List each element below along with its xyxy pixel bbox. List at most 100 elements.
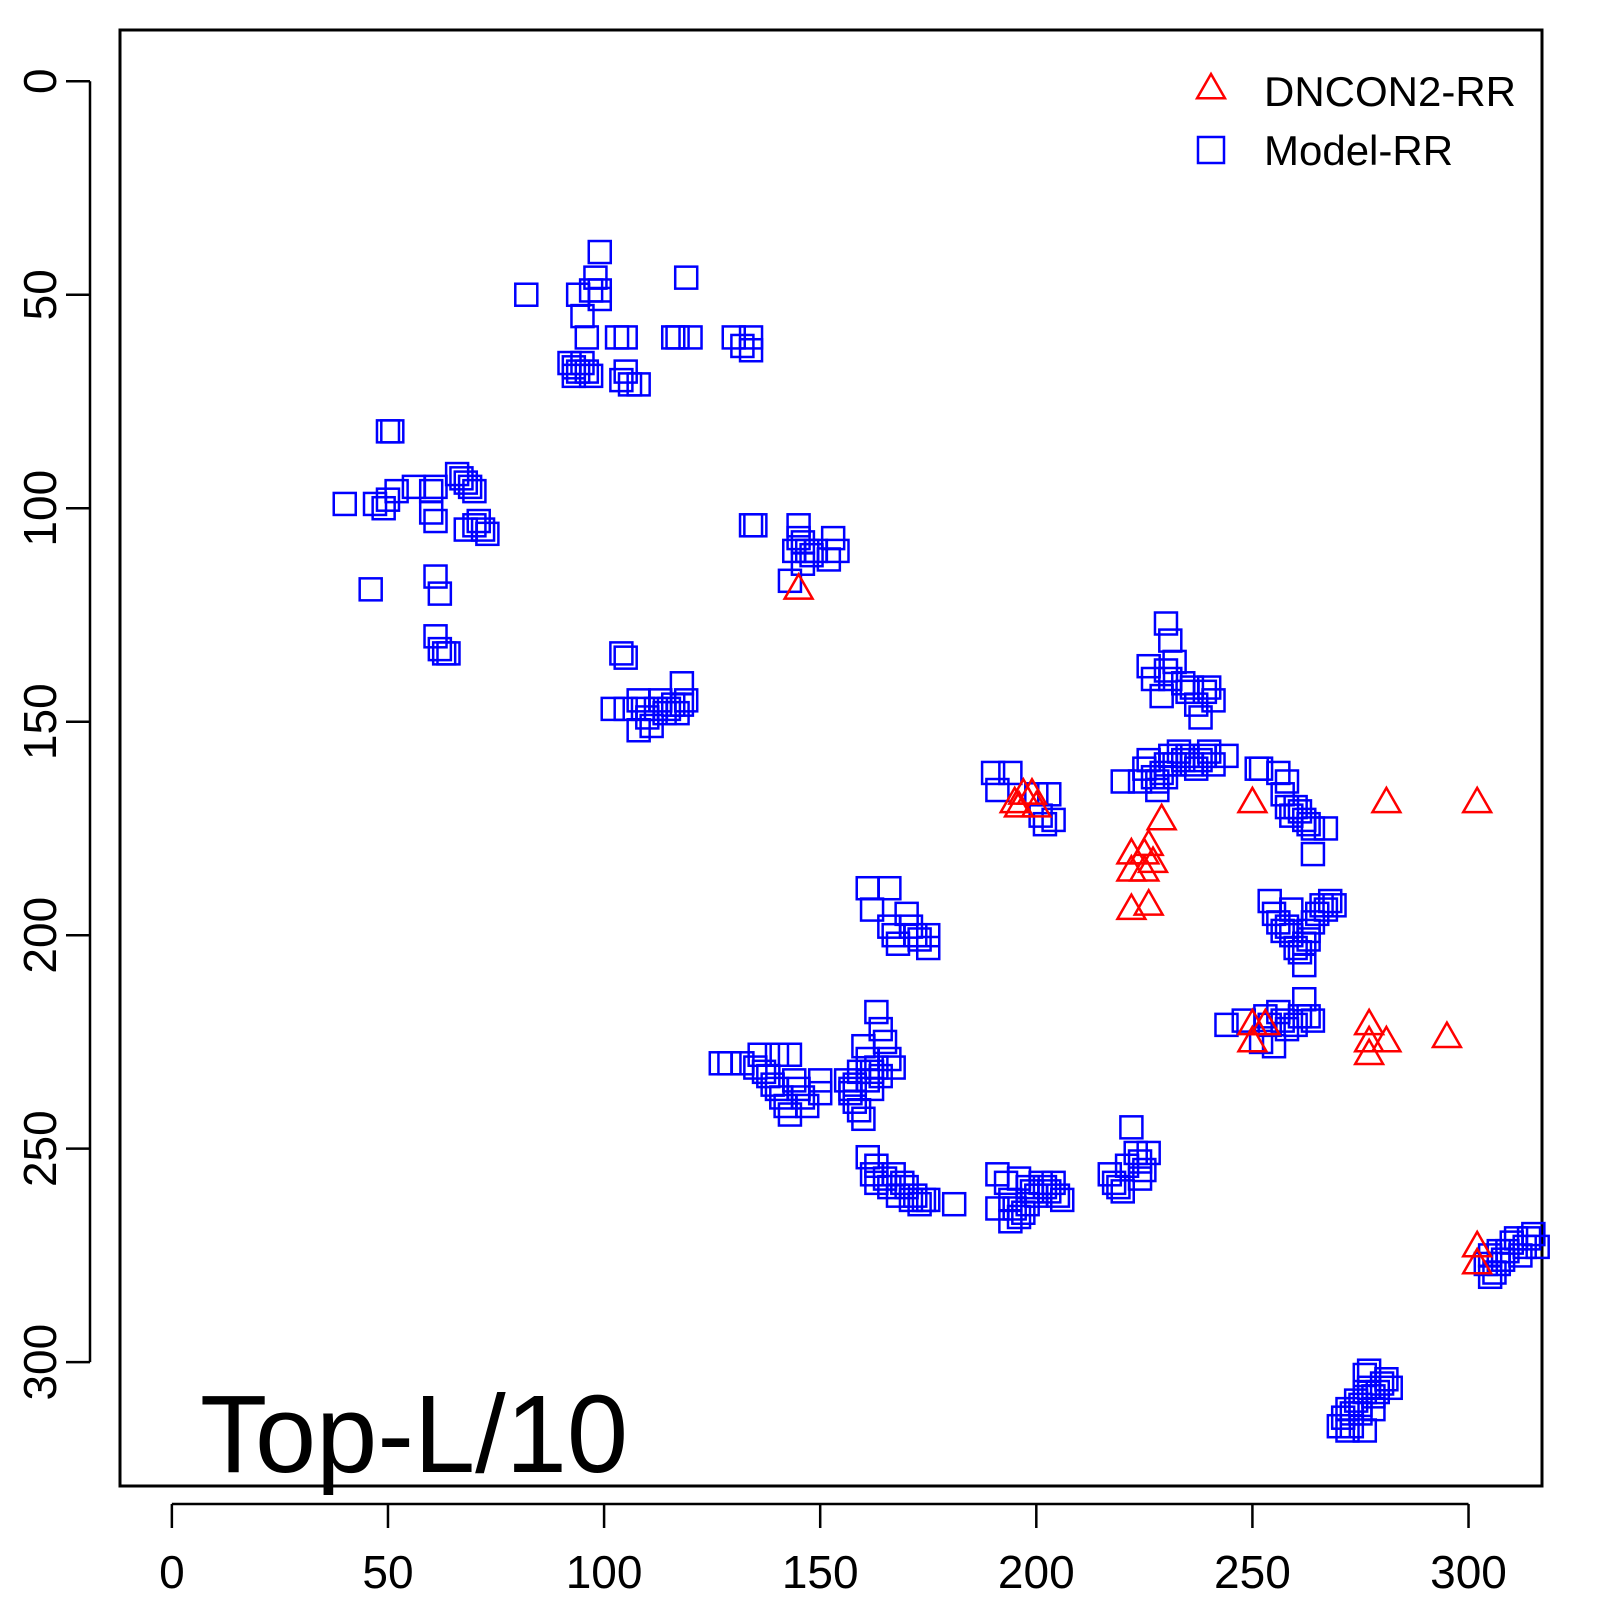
legend: DNCON2-RR Model-RR (1194, 68, 1516, 174)
model-rr-point (807, 1080, 833, 1106)
model-rr-point (423, 474, 448, 500)
model-rr-point (1183, 692, 1209, 717)
points-layer (332, 239, 1550, 1443)
dncon2-rr-point (1370, 1024, 1403, 1053)
model-rr-point (613, 696, 638, 722)
dncon2-rr-point (1002, 789, 1036, 818)
model-rr-point (1253, 1004, 1278, 1029)
x-tick-label: 250 (1214, 1546, 1291, 1598)
x-tick-label: 200 (998, 1546, 1075, 1598)
model-rr-point (1153, 611, 1179, 636)
model-rr-point (1049, 1187, 1075, 1213)
model-rr-point (998, 1209, 1023, 1234)
model-rr-point (751, 1059, 777, 1085)
model-rr-point (1309, 893, 1334, 918)
model-rr-point (764, 1042, 790, 1068)
model-rr-point (1283, 794, 1308, 820)
y-tick-label: 50 (14, 269, 66, 320)
model-rr-point (1201, 752, 1226, 777)
model-rr-point (1322, 893, 1347, 918)
model-rr-point (1114, 1153, 1140, 1179)
model-rr-point (864, 1153, 889, 1179)
model-rr-point (842, 1072, 868, 1097)
model-rr-point (1287, 799, 1313, 824)
model-rr-point (375, 419, 401, 444)
model-rr-point (1490, 1247, 1516, 1272)
model-rr-point (851, 1033, 876, 1059)
model-rr-point (1214, 743, 1239, 769)
model-rr-point (652, 700, 677, 726)
model-rr-point (514, 282, 539, 307)
model-rr-point (1196, 739, 1222, 764)
model-rr-point (881, 922, 906, 948)
dncon2-rr-point (1370, 785, 1403, 814)
model-rr-point (449, 466, 474, 491)
model-rr-point (915, 1187, 941, 1213)
model-rr-point (777, 1042, 803, 1068)
model-rr-point (609, 641, 634, 666)
model-rr-point (1300, 910, 1326, 935)
dncon2-rr-point (1015, 776, 1049, 805)
model-rr-point (1521, 1221, 1546, 1247)
y-tick-label: 0 (14, 68, 66, 94)
model-rr-point (985, 777, 1010, 803)
model-rr-point (738, 325, 764, 350)
y-tick-label: 200 (14, 897, 66, 974)
model-rr-point (613, 325, 638, 350)
model-rr-point (673, 265, 699, 290)
model-rr-point (1196, 675, 1222, 700)
model-rr-point (1145, 777, 1170, 803)
dncon2-rr-point (998, 785, 1031, 814)
model-rr-point (457, 474, 483, 500)
model-rr-point (1153, 764, 1179, 790)
model-rr-point (1473, 1251, 1499, 1277)
model-rr-point (864, 1055, 889, 1080)
model-rr-point (1356, 1358, 1382, 1383)
model-rr-point (1261, 901, 1287, 927)
model-rr-point (453, 470, 479, 495)
model-rr-point (1188, 705, 1213, 730)
model-rr-point (786, 513, 811, 538)
model-rr-point (557, 350, 582, 376)
model-rr-point (1201, 688, 1226, 713)
dncon2-rr-point (1353, 1024, 1386, 1053)
model-rr-point (1300, 841, 1326, 867)
model-rr-point (1266, 910, 1291, 935)
model-rr-point (868, 1063, 893, 1089)
model-rr-point (1179, 675, 1205, 700)
model-rr-point (1097, 1162, 1123, 1187)
model-rr-point (418, 500, 444, 525)
model-rr-point (1378, 1375, 1403, 1401)
model-rr-point (587, 286, 613, 312)
model-rr-point (1127, 1149, 1153, 1174)
model-rr-point (743, 1055, 768, 1080)
model-rr-point (578, 363, 604, 389)
model-rr-point (561, 363, 587, 389)
model-rr-point (1149, 683, 1174, 709)
dncon2-rr-point (1236, 785, 1269, 814)
model-rr-point (613, 645, 638, 670)
model-rr-point (1335, 1418, 1360, 1443)
dncon2-rr-point (1461, 785, 1494, 814)
model-rr-point (1153, 658, 1179, 683)
model-rr-point (466, 508, 491, 534)
model-rr-point (574, 359, 600, 384)
y-tick-label: 300 (14, 1324, 66, 1401)
legend-triangle-marker (1194, 71, 1228, 100)
model-rr-point (436, 641, 461, 666)
dncon2-rr-point (1461, 1246, 1494, 1275)
model-rr-point (786, 525, 811, 551)
model-rr-point (1140, 764, 1166, 790)
model-rr-point (427, 636, 453, 662)
dncon2-rr-point (1353, 1007, 1386, 1036)
model-rr-point (609, 367, 634, 393)
model-rr-point (1045, 1183, 1071, 1208)
model-rr-point (1296, 811, 1321, 837)
model-rr-point (877, 914, 902, 939)
model-rr-point (985, 1196, 1010, 1221)
model-rr-point (898, 1187, 924, 1213)
model-rr-point (1279, 897, 1304, 922)
model-rr-point (1525, 1234, 1550, 1260)
x-tick-label: 50 (362, 1546, 413, 1598)
model-rr-point (1326, 1413, 1352, 1439)
